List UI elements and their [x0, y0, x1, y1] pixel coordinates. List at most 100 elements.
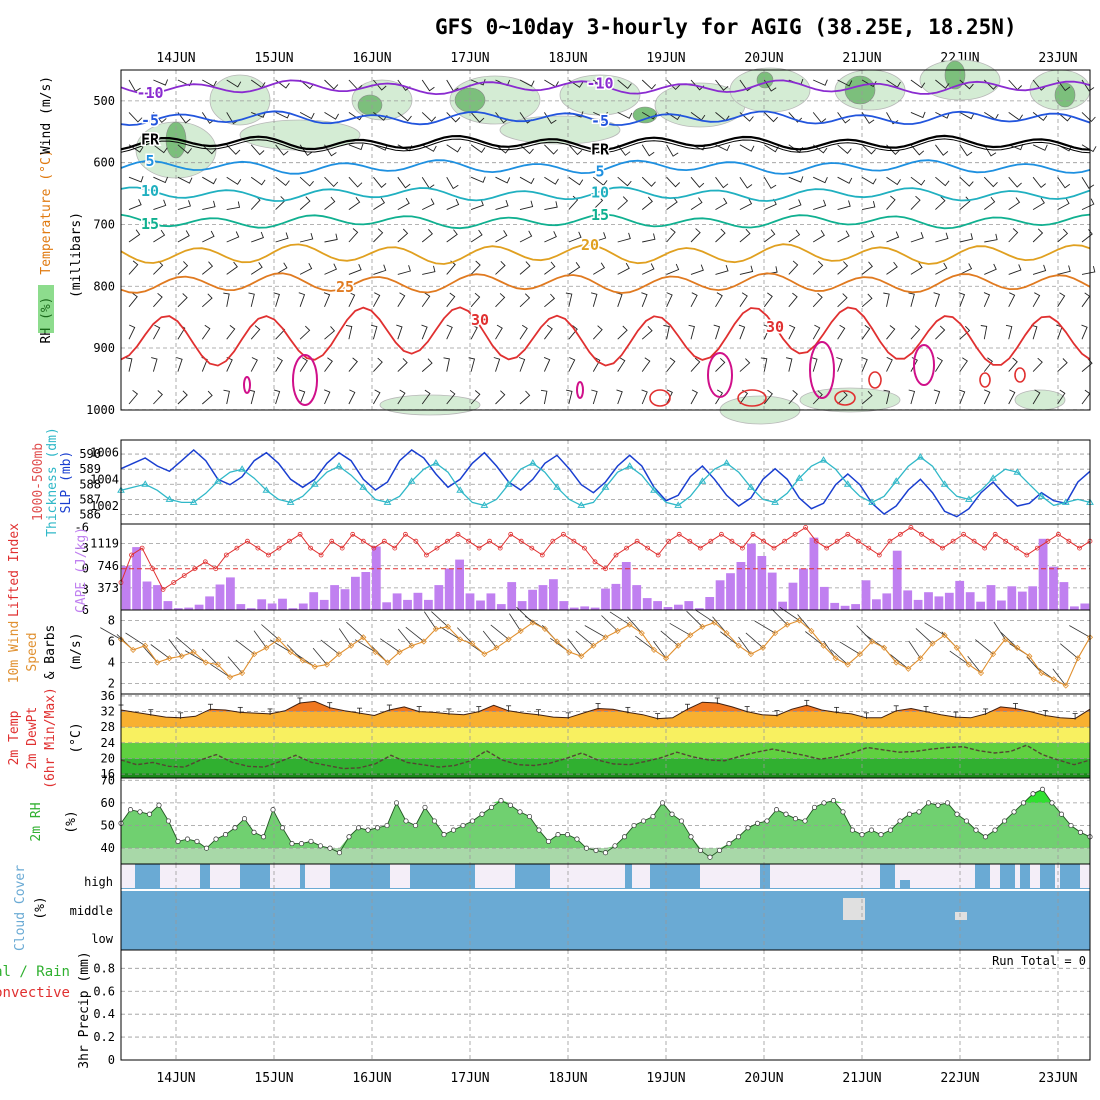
- wind-barb-10m-42: [609, 611, 630, 626]
- isotherm-m5: [120, 110, 1091, 127]
- wind-barb-180: [617, 196, 629, 210]
- thickness-point-18: [335, 462, 343, 469]
- cape-bar-34: [476, 600, 485, 610]
- li-point-83: [992, 531, 998, 537]
- cape-bar-29: [424, 599, 433, 610]
- wind-barb-79: [1081, 112, 1096, 123]
- cape-bar-85: [1007, 586, 1017, 610]
- cape-bar-56: [705, 597, 715, 610]
- wind-barb-10m-11: [235, 639, 255, 655]
- isotherm-label-4-0: 10: [141, 182, 159, 200]
- wind-barb-413: [446, 389, 456, 405]
- wind-barb-178: [568, 195, 579, 210]
- thickness-tick-587: 587: [79, 492, 101, 506]
- rh-point-35: [450, 827, 457, 833]
- wind-barb-348: [812, 324, 821, 340]
- wind-speed-point-52: [747, 651, 754, 658]
- cloud-mid-gap-0: [843, 898, 865, 920]
- rh-point-61: [697, 847, 704, 853]
- wind-barb-33: [935, 79, 950, 89]
- wind-barb-155: [983, 176, 998, 188]
- wind-barb-382: [666, 357, 676, 372]
- wind-barb-143: [690, 176, 705, 188]
- cloud-high-step-0: [145, 880, 160, 888]
- isotherm-label-3-1: 5: [595, 162, 604, 180]
- wind-barb-349: [837, 324, 846, 340]
- wind-barb-10m-17: [312, 647, 328, 665]
- cape-bar-73: [882, 593, 892, 610]
- cape-bar-63: [778, 601, 787, 610]
- li-point-65: [803, 525, 808, 530]
- rh-point-88: [954, 811, 960, 817]
- wind-barb-261: [642, 263, 655, 275]
- temp-ylabel-2: 2m DewPt: [25, 707, 40, 770]
- wind-barb-10m-0: [100, 627, 122, 640]
- wind-barb-32: [910, 79, 926, 89]
- li-point-19: [318, 552, 324, 558]
- rh-point-24: [346, 834, 352, 840]
- wind-barb-82: [177, 144, 192, 154]
- wind-barb-10m-54: [754, 620, 776, 634]
- rh-point-81: [887, 827, 894, 833]
- rh-point-1: [127, 807, 134, 813]
- wind-barb-208: [324, 233, 338, 243]
- thickness-point-72: [989, 474, 997, 481]
- cloud-layer-label-low: low: [91, 932, 113, 946]
- upper-ylabel-units: (millibars): [69, 212, 84, 298]
- wind-speed-point-53: [759, 644, 767, 651]
- wind-speed-point-5: [178, 653, 185, 660]
- magenta-contour-2: [809, 341, 835, 399]
- wind-barb-83: [201, 144, 217, 155]
- cape-bar-81: [965, 592, 975, 610]
- wind-barb-207: [299, 232, 314, 243]
- wind-barb-122: [177, 176, 193, 184]
- wind-speed-point-29: [469, 640, 476, 647]
- li-point-77: [929, 538, 935, 544]
- wind-barb-319: [1081, 292, 1091, 308]
- temp-band-1: [121, 742, 1090, 759]
- wind-barb-252: [422, 265, 436, 275]
- thickness-point-44: [650, 486, 658, 493]
- wind-barb-343: [688, 324, 695, 340]
- cloud-cover-panel: high middle low Cloud Cover (%): [13, 863, 1091, 951]
- rh-point-93: [1001, 818, 1008, 824]
- wind-barb-131: [397, 176, 411, 189]
- wind-barb-10: [373, 79, 387, 91]
- wind-barb-2: [177, 79, 193, 87]
- li-point-62: [771, 545, 777, 551]
- cape-bar-21: [340, 589, 350, 610]
- wind-barb-422: [666, 389, 673, 405]
- li-point-78: [940, 545, 945, 551]
- date-label-top-1: 15JUN: [254, 51, 293, 66]
- rh-point-10: [213, 836, 219, 842]
- rh-point-69: [773, 807, 780, 813]
- wind-barb-372: [421, 358, 433, 372]
- wind-barb-415: [495, 390, 506, 405]
- thickness-tick-589: 589: [79, 462, 101, 476]
- date-label-bottom-2: 16JUN: [352, 1071, 391, 1086]
- wind-barb-433: [933, 389, 941, 405]
- cape-bar-8: [205, 596, 214, 610]
- rh-point-91: [982, 834, 989, 840]
- wind-speed-point-55: [784, 621, 791, 628]
- wind-barb-183: [690, 197, 703, 210]
- wind-barb-167: [299, 196, 311, 210]
- red-contour-4: [979, 372, 991, 388]
- wind-barb-10m-51: [720, 631, 739, 647]
- wind-barb-411: [397, 389, 406, 405]
- pressure-tick-700: 700: [93, 217, 115, 231]
- wind-barb-190: [862, 200, 876, 211]
- wind-barb-10m-5: [168, 638, 182, 657]
- wind-barb-248: [324, 263, 338, 275]
- wind-barb-187: [788, 199, 802, 211]
- wind-barb-10m-45: [653, 641, 667, 659]
- li-point-87: [1034, 545, 1040, 551]
- rh-point-50: [593, 847, 599, 853]
- wind-barb-94: [470, 144, 486, 154]
- cape-bar-84: [997, 600, 1006, 610]
- wind-barb-114: [959, 144, 973, 157]
- wind-barb-163: [202, 200, 216, 211]
- date-label-top-4: 18JUN: [548, 51, 587, 66]
- cape-bar-2: [142, 581, 152, 610]
